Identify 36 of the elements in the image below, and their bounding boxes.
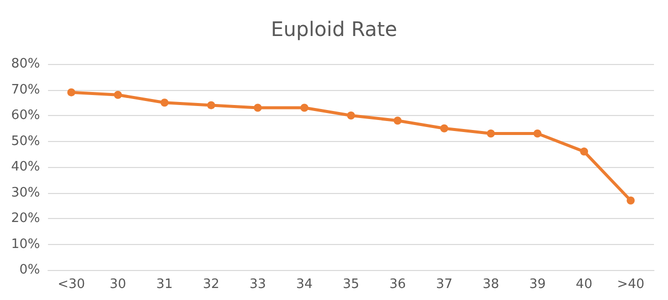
point [394, 116, 402, 125]
y-tick-label: 40% [11, 160, 40, 174]
x-tick-label: 39 [529, 277, 546, 292]
x-tick-label: 37 [436, 277, 453, 292]
point [160, 98, 169, 107]
y-tick-label: 70% [11, 82, 40, 98]
point [67, 88, 76, 96]
point [114, 90, 122, 99]
x-tick-label: 36 [389, 277, 406, 292]
y-tick-label: 10% [11, 236, 40, 252]
point [486, 130, 495, 138]
x-tick-label: 32 [202, 277, 220, 292]
y-tick-label: 0% [19, 262, 40, 278]
point [580, 148, 588, 156]
x-tick-label: 31 [156, 277, 173, 292]
point [254, 104, 262, 112]
y-tick-label: 50% [11, 134, 40, 149]
point [440, 124, 448, 132]
point [533, 130, 542, 138]
x-tick-label: >40 [616, 277, 644, 292]
point [626, 196, 635, 204]
x-tick-label: 34 [296, 277, 313, 292]
x-tick-label: 30 [110, 277, 126, 292]
x-tick-label: 35 [342, 277, 360, 292]
x-tick-label: 33 [249, 277, 266, 292]
point [300, 104, 308, 112]
point [207, 101, 216, 110]
chart-title: Euploid Rate [270, 17, 398, 41]
y-tick-label: 20% [11, 211, 40, 226]
y-tick-label: 80% [11, 56, 40, 72]
x-tick-label: 40 [576, 277, 592, 292]
y-tick-label: 60% [11, 108, 40, 123]
x-tick-label: <30 [58, 277, 86, 292]
y-tick-label: 30% [11, 185, 40, 200]
point [347, 112, 355, 120]
x-tick-label: 38 [482, 277, 500, 292]
